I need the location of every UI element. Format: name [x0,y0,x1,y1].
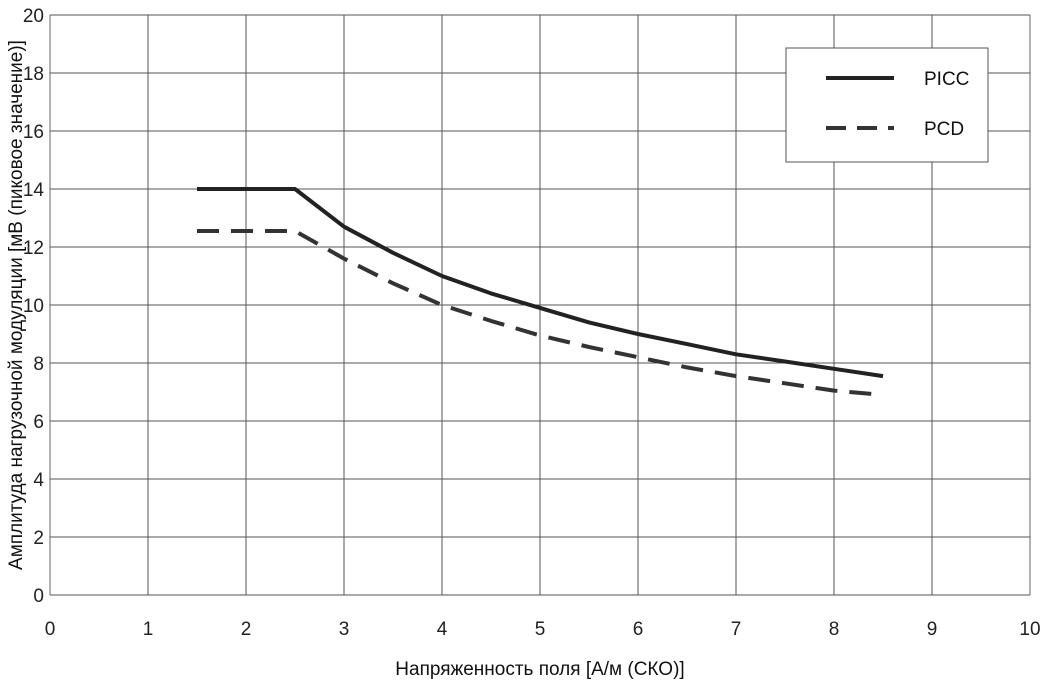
x-tick-label: 2 [241,619,252,640]
y-tick-label: 12 [23,238,44,259]
series-line-picc [197,187,884,379]
y-tick-label: 20 [23,6,44,27]
legend: PICC PCD [785,47,989,163]
x-tick-label: 7 [731,619,742,640]
y-tick-label: 8 [33,354,44,375]
y-axis-label: Амплитуда нагрузочной модуляции [мВ (пик… [6,40,27,570]
series-line-pcd [197,229,884,397]
x-tick-label: 0 [45,619,56,640]
legend-box [785,47,989,163]
legend-label-pcd: PCD [924,119,964,140]
y-tick-label: 6 [33,412,44,433]
x-tick-labels: 0 1 2 3 4 5 6 7 8 9 10 [45,619,1041,640]
y-tick-label: 16 [23,122,44,143]
x-tick-label: 4 [437,619,448,640]
series-layer [197,187,884,397]
x-tick-label: 1 [143,619,154,640]
x-tick-label: 9 [927,619,938,640]
legend-label-picc: PICC [924,69,969,90]
x-tick-label: 6 [633,619,644,640]
x-tick-label: 5 [535,619,546,640]
y-tick-label: 4 [33,470,44,491]
y-tick-label: 0 [33,586,44,607]
y-tick-label: 10 [23,296,44,317]
x-tick-label: 10 [1019,619,1040,640]
x-axis-label: Напряженность поля [А/м (СКО)] [395,659,684,680]
y-tick-label: 2 [33,528,44,549]
y-tick-label: 14 [23,180,45,201]
x-tick-label: 8 [829,619,840,640]
y-tick-labels: 0 2 4 6 8 10 12 14 16 18 20 [23,6,45,607]
grid [49,14,1031,596]
x-tick-label: 3 [339,619,350,640]
y-tick-label: 18 [23,64,44,85]
